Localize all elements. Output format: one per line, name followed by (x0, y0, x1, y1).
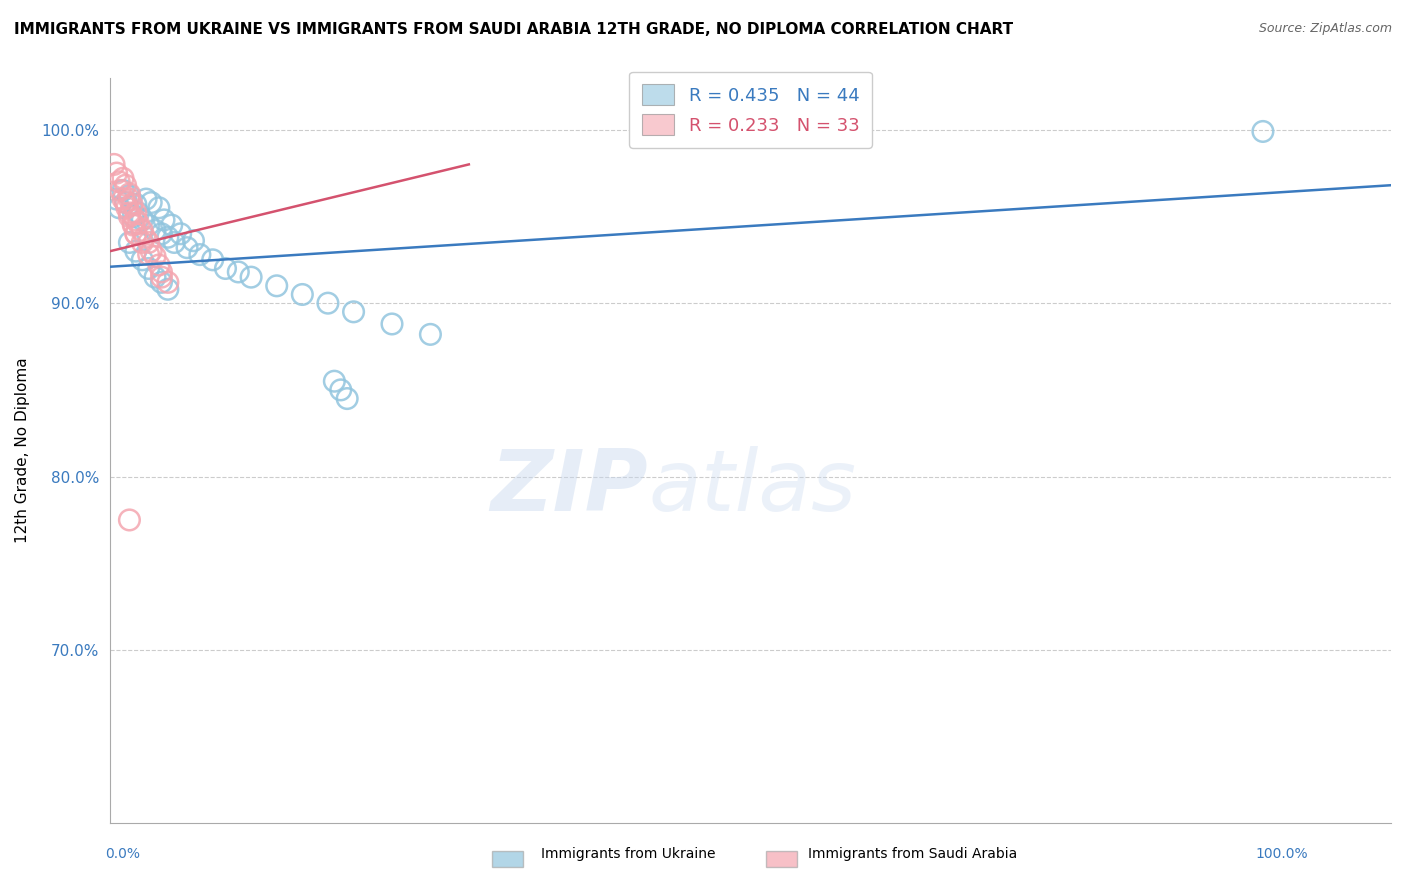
Point (188, 247, 211, 261)
Point (127, 206, 149, 220)
Point (127, 216, 149, 230)
Point (105, 166, 128, 180)
Point (122, 210, 145, 224)
Point (266, 278, 288, 293)
Point (131, 213, 153, 227)
Point (118, 513, 141, 527)
Point (131, 235, 153, 250)
Point (148, 258, 170, 272)
Text: Immigrants from Ukraine: Immigrants from Ukraine (541, 847, 716, 861)
Point (201, 252, 224, 267)
Point (125, 197, 148, 211)
Point (150, 227, 173, 241)
Point (110, 183, 132, 197)
Point (134, 230, 156, 244)
Point (114, 195, 136, 210)
Point (160, 218, 183, 232)
Point (114, 178, 136, 193)
Point (226, 265, 249, 279)
Point (169, 227, 191, 241)
Point (118, 206, 141, 220)
Point (108, 175, 131, 189)
Point (143, 249, 166, 263)
Point (143, 223, 166, 237)
Point (131, 252, 153, 267)
Point (138, 247, 160, 261)
Point (148, 201, 170, 215)
Point (150, 265, 173, 279)
Point (122, 216, 145, 230)
Point (131, 223, 153, 237)
Legend: R = 0.435   N = 44, R = 0.233   N = 33: R = 0.435 N = 44, R = 0.233 N = 33 (628, 71, 872, 148)
Point (103, 157, 125, 171)
Point (135, 192, 157, 206)
Text: Immigrants from Saudi Arabia: Immigrants from Saudi Arabia (808, 847, 1018, 861)
Point (323, 374, 346, 388)
Text: 100.0%: 100.0% (1256, 847, 1308, 861)
Point (112, 183, 135, 197)
Text: IMMIGRANTS FROM UKRAINE VS IMMIGRANTS FROM SAUDI ARABIA 12TH GRADE, NO DIPLOMA C: IMMIGRANTS FROM UKRAINE VS IMMIGRANTS FR… (14, 22, 1014, 37)
Point (316, 296, 339, 310)
Text: 0.0%: 0.0% (105, 847, 141, 861)
Point (143, 270, 166, 285)
Point (121, 197, 143, 211)
Point (150, 270, 173, 285)
Point (153, 213, 176, 227)
Point (150, 276, 173, 290)
Point (125, 227, 148, 241)
Y-axis label: 12th Grade, No Diploma: 12th Grade, No Diploma (15, 358, 30, 543)
Point (125, 244, 148, 259)
Point (138, 235, 160, 250)
Point (329, 383, 352, 397)
Point (240, 270, 263, 285)
Point (156, 276, 179, 290)
Text: Source: ZipAtlas.com: Source: ZipAtlas.com (1258, 22, 1392, 36)
Point (108, 201, 131, 215)
Point (118, 235, 141, 250)
Point (183, 234, 205, 248)
Point (419, 327, 441, 342)
Point (105, 192, 128, 206)
Point (138, 261, 160, 276)
Point (125, 213, 148, 227)
Point (115, 201, 138, 215)
Point (112, 192, 135, 206)
Point (125, 227, 148, 241)
Text: ZIP: ZIP (491, 446, 648, 529)
Point (381, 317, 404, 331)
Text: atlas: atlas (648, 446, 856, 529)
Point (342, 305, 364, 319)
Point (112, 171, 135, 186)
Point (141, 195, 163, 210)
Point (214, 261, 236, 276)
Point (122, 218, 145, 232)
Point (156, 230, 179, 244)
Point (291, 287, 314, 301)
Point (118, 210, 141, 224)
Point (118, 188, 141, 202)
Point (156, 282, 179, 296)
Point (141, 244, 163, 259)
Point (163, 235, 186, 250)
Point (1251, 124, 1274, 138)
Point (118, 186, 141, 201)
Point (125, 206, 148, 220)
Point (336, 392, 359, 406)
Point (176, 241, 198, 255)
Point (118, 192, 141, 206)
Point (114, 195, 136, 210)
Point (138, 218, 160, 232)
